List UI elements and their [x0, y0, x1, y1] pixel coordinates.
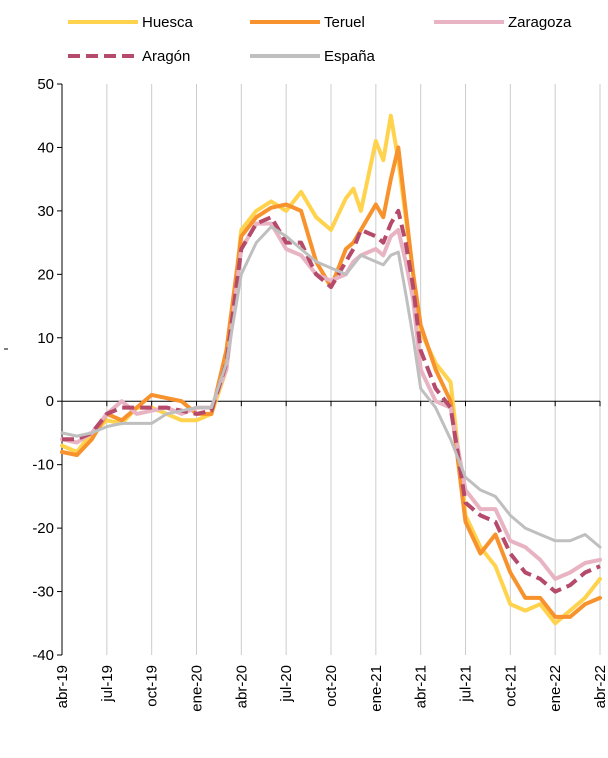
x-tick-label: ene-20 — [189, 665, 206, 712]
series-line-huesca — [60, 113, 602, 626]
legend-label-huesca: Huesca — [142, 14, 194, 31]
x-tick-label: abr-21 — [413, 665, 430, 708]
y-tick-label: 50 — [37, 76, 54, 93]
x-tick-label: abr-20 — [233, 665, 250, 708]
y-tick-label: -20 — [32, 520, 54, 537]
series-line-aragón — [62, 208, 601, 594]
y-tick-label: -10 — [32, 457, 54, 474]
x-tick-label: ene-22 — [547, 665, 564, 712]
x-ticks: abr-19 jul-19 oct-19 ene-20 abr-20 jul-20 oct-… — [54, 401, 608, 712]
x-tick-label: abr-19 — [54, 665, 71, 708]
y-tick-label: 40 — [37, 139, 54, 156]
x-tick-label: ene-21 — [368, 665, 385, 712]
x-tick-label: jul-19 — [99, 665, 116, 703]
y-ticks: -40 -30 -20 -10 0 10 20 30 40 50 — [32, 76, 62, 664]
y-tick-label: -30 — [32, 584, 54, 601]
y-tick-label: 30 — [37, 203, 54, 220]
y-tick-label: 20 — [37, 266, 54, 283]
grid — [61, 84, 601, 655]
legend-label-zaragoza: Zaragoza — [508, 14, 572, 31]
legend-label-teruel: Teruel — [324, 14, 365, 31]
y-tick-label: -40 — [32, 647, 54, 664]
legend-label-españa: España — [324, 48, 376, 65]
legend: Huesca Teruel Zaragoza Aragón España — [68, 14, 572, 65]
x-tick-label: oct-21 — [502, 665, 519, 707]
series-line-españa — [60, 225, 602, 549]
x-tick-label: oct-19 — [144, 665, 161, 707]
x-tick-label: jul-20 — [278, 665, 295, 703]
x-tick-label: jul-21 — [458, 665, 475, 703]
legend-label-aragón: Aragón — [142, 48, 190, 65]
x-tick-label: abr-22 — [592, 665, 608, 708]
y-tick-label: 0 — [46, 393, 54, 410]
y-tick-label: 10 — [37, 330, 54, 347]
x-tick-label: oct-20 — [323, 665, 340, 707]
series — [60, 113, 602, 626]
series-line-teruel — [60, 145, 602, 619]
